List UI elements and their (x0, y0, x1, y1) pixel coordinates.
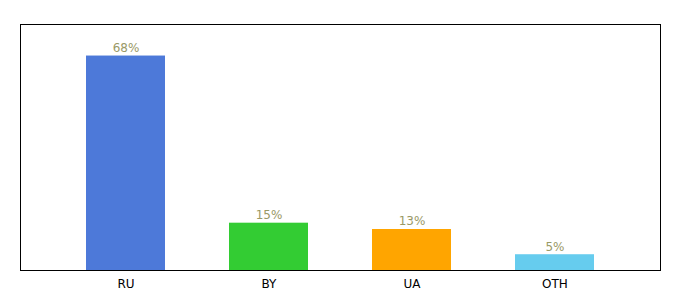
svg-text:UA: UA (404, 277, 422, 291)
svg-text:RU: RU (117, 277, 134, 291)
svg-text:13%: 13% (399, 214, 426, 228)
svg-text:5%: 5% (545, 240, 564, 254)
svg-text:OTH: OTH (542, 277, 568, 291)
svg-text:BY: BY (262, 277, 278, 291)
svg-text:68%: 68% (113, 41, 140, 55)
svg-text:15%: 15% (256, 208, 283, 222)
